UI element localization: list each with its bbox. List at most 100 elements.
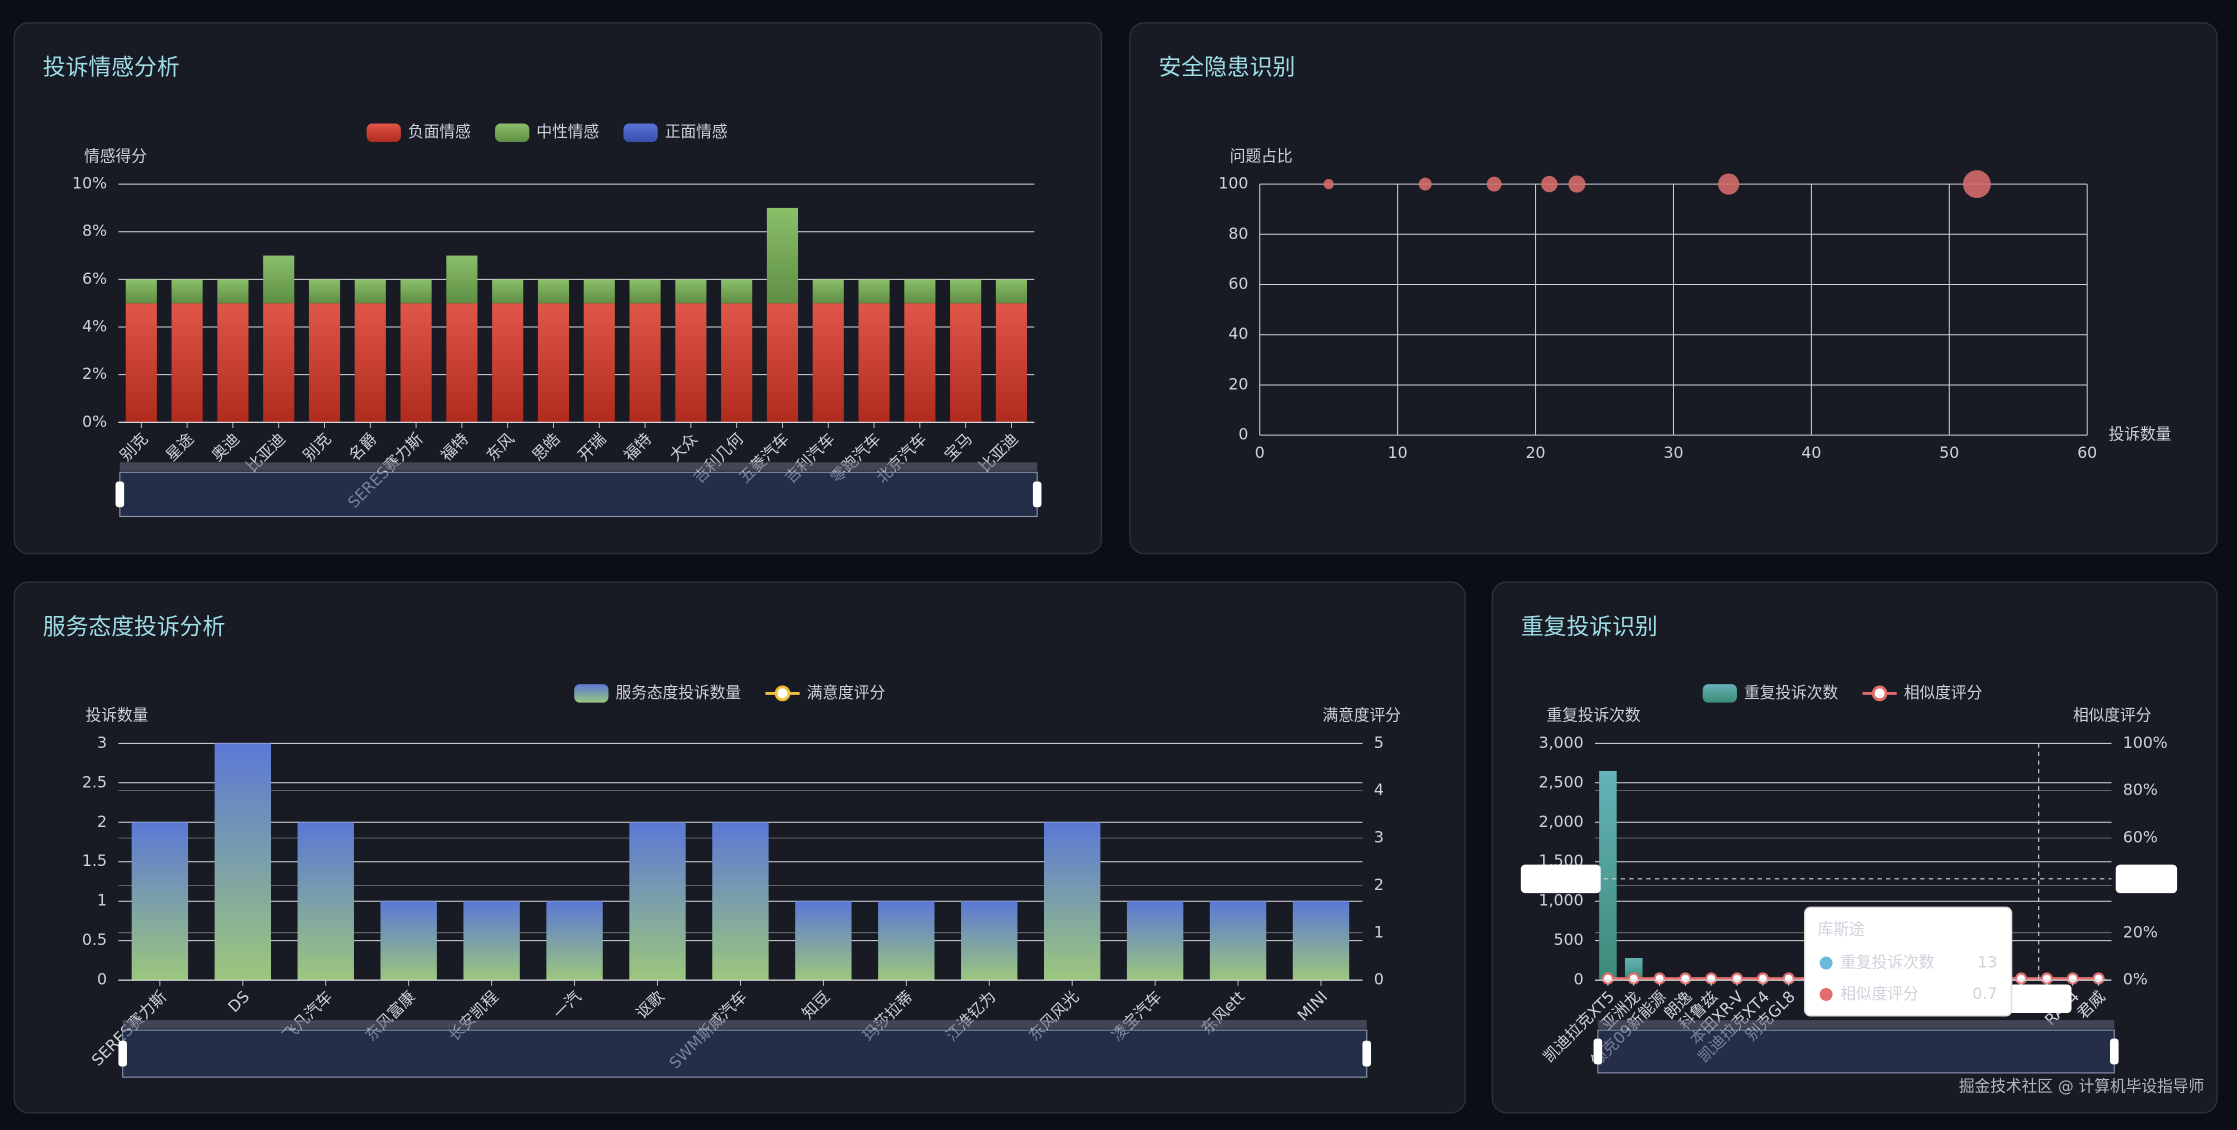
bar [1209, 901, 1267, 981]
y-axis-name: 情感得分 [84, 146, 147, 165]
bar [766, 303, 799, 423]
bar [546, 901, 603, 981]
bar [125, 279, 157, 304]
tooltip-dot [1819, 988, 1833, 1001]
x-tick-label: 30 [1663, 443, 1683, 462]
bar [858, 303, 890, 423]
zoom-handle [2110, 1038, 2119, 1065]
bar [214, 743, 272, 981]
bar [812, 303, 844, 423]
bar [297, 822, 354, 981]
bar [904, 303, 936, 423]
y-tick-label: 20 [1228, 374, 1248, 393]
legend-swatch [1871, 685, 1888, 702]
legend-swatch [623, 123, 658, 142]
y-tick-label: 60 [1228, 274, 1248, 293]
axis-pointer-label [1520, 864, 1601, 894]
y-tick-label: 2 [97, 812, 107, 831]
y-tick-label: 0.5 [82, 930, 107, 949]
chart-title: 投诉情感分析 [43, 55, 180, 81]
bar [537, 303, 570, 423]
bar [492, 303, 524, 423]
bubble [1418, 177, 1432, 191]
bar [308, 303, 341, 423]
zoom-slider [1597, 1020, 2115, 1029]
zoom-handle [1593, 1038, 1603, 1065]
y-tick-label: 4% [82, 317, 107, 336]
bar [354, 303, 386, 423]
legend-swatch [495, 123, 530, 142]
bar [950, 303, 982, 423]
bar [858, 279, 890, 304]
bar [263, 303, 295, 423]
bar [795, 901, 852, 981]
y-tick-label: 40 [1228, 324, 1248, 343]
y2-tick-label: 60% [2123, 828, 2158, 847]
bubble [1323, 178, 1334, 190]
axis-pointer-label [2115, 864, 2178, 894]
legend-label: 满意度评分 [807, 683, 886, 702]
legend-swatch [574, 684, 609, 703]
bar [1292, 901, 1350, 981]
bar [712, 822, 769, 981]
y-tick-label: 500 [1554, 930, 1584, 949]
bar [878, 901, 935, 981]
bar [1126, 901, 1184, 981]
chart-title: 安全隐患识别 [1158, 55, 1295, 81]
x-tick-label: 0 [1255, 443, 1265, 462]
zoom-slider [122, 1020, 1367, 1029]
bar [995, 279, 1027, 304]
chart-title: 重复投诉识别 [1521, 614, 1658, 640]
bubble [1541, 175, 1558, 193]
bar [583, 279, 615, 304]
legend-swatch [366, 123, 401, 142]
y-tick-label: 2.5 [82, 772, 107, 791]
bar [400, 279, 432, 304]
y2-tick-label: 4 [1374, 780, 1384, 799]
bar [217, 279, 249, 304]
y2-tick-label: 5 [1374, 733, 1384, 752]
y-axis-name: 投诉数量 [86, 706, 149, 725]
axis-pointer-label [2004, 984, 2072, 1013]
bar [171, 279, 203, 304]
bar [1599, 770, 1617, 981]
y-tick-label: 0 [1574, 970, 1584, 989]
watermark: 掘金技术社区 @ 计算机毕设指导师 [1959, 1077, 2204, 1096]
bar [463, 901, 520, 981]
y-tick-label: 0% [82, 412, 107, 431]
y-tick-label: 3 [97, 733, 107, 752]
y-axis-name: 重复投诉次数 [1546, 706, 1640, 725]
tooltip-name: 相似度评分 [1840, 984, 1919, 1003]
bar [263, 255, 295, 304]
zoom-handle [118, 1040, 127, 1067]
bar [629, 303, 661, 423]
y-tick-label: 1.5 [82, 851, 107, 870]
tooltip-title: 库斯途 [1818, 920, 1865, 939]
bar [217, 303, 249, 423]
zoom-handle [1032, 481, 1042, 508]
bubble [1568, 175, 1586, 193]
bar [675, 279, 707, 304]
bar [537, 279, 570, 304]
legend-label: 重复投诉次数 [1744, 683, 1838, 702]
legend-label: 服务态度投诉数量 [616, 683, 742, 702]
legend-swatch [774, 685, 791, 702]
y2-tick-label: 100% [2123, 733, 2168, 752]
x-tick-label: 50 [1939, 443, 1959, 462]
bar [125, 303, 157, 423]
tooltip [1804, 906, 2013, 1017]
y2-tick-label: 1 [1374, 922, 1384, 941]
bar [904, 279, 936, 304]
legend-label: 中性情感 [536, 122, 599, 141]
legend-label: 正面情感 [665, 122, 728, 141]
y-tick-label: 0 [1238, 425, 1248, 444]
y2-tick-label: 2 [1374, 875, 1384, 894]
y2-tick-label: 80% [2123, 780, 2158, 799]
tooltip-value: 13 [1977, 953, 1997, 972]
y-tick-label: 2% [82, 364, 107, 383]
zoom-slider [1597, 1029, 2115, 1074]
y-tick-label: 8% [82, 221, 107, 240]
y2-axis-name: 满意度评分 [1323, 706, 1402, 725]
bubble [1962, 170, 1991, 199]
